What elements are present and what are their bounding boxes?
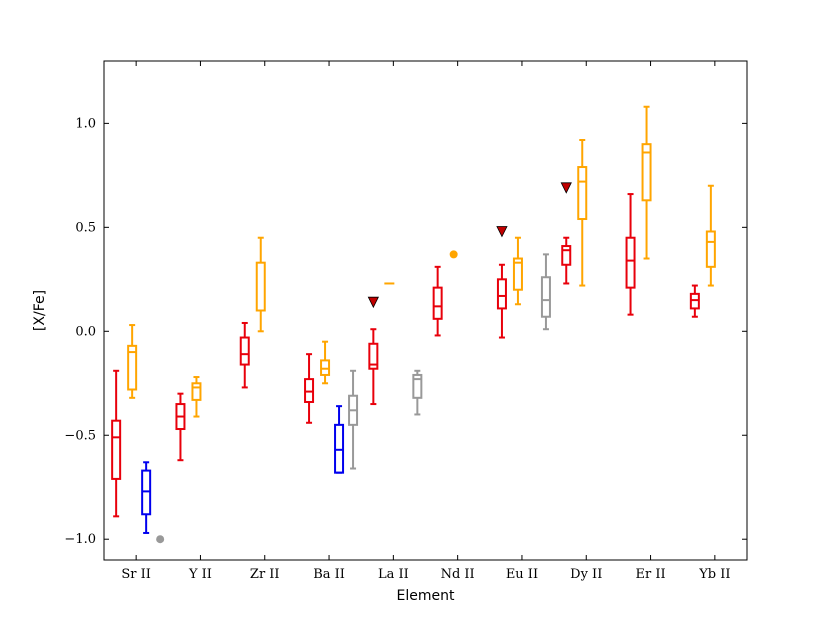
box-la-ii-s3 (412, 369, 423, 416)
box-iqr (334, 423, 345, 474)
box-iqr (496, 278, 507, 310)
x-tick-label: Y II (188, 567, 212, 582)
x-tick-label: Zr II (250, 567, 280, 582)
box-iqr (689, 292, 700, 310)
x-tick-label: Eu II (506, 567, 538, 582)
y-axis: −1.0 −0.5 0.0 0.5 1.0 (64, 116, 747, 547)
box-iqr (641, 143, 652, 202)
box-er-ii-s0 (625, 193, 636, 316)
box-dy-ii-s0 (561, 236, 572, 285)
y-tick-label: 1.0 (75, 116, 96, 131)
x-tick-label: Sr II (121, 567, 151, 582)
box-y-ii-s1 (191, 376, 202, 418)
box-sr-ii-s1 (127, 324, 138, 399)
box-iqr (141, 469, 152, 516)
box-dy-ii-s1 (577, 139, 588, 287)
box-iqr (191, 382, 202, 401)
box-eu-ii-s1 (512, 236, 523, 306)
box-iqr (412, 373, 423, 399)
y-axis-title: [X/Fe] (32, 290, 48, 331)
data-point (449, 250, 458, 259)
upper-limit-marker (560, 182, 572, 194)
box-ba-ii-s3 (348, 369, 359, 470)
box-sr-ii-s2 (141, 461, 152, 534)
x-tick-label: Nd II (441, 567, 475, 582)
y-tick-label: 0.0 (75, 324, 96, 339)
y-tick-label: −1.0 (64, 532, 96, 547)
box-iqr (111, 419, 122, 480)
box-eu-ii-s3 (540, 253, 551, 331)
x-tick-label: La II (378, 567, 409, 582)
box-zr-ii-s0 (239, 321, 250, 389)
box-iqr (432, 286, 443, 320)
y-tick-label: 0.5 (75, 220, 96, 235)
box-zr-ii-s1 (255, 236, 266, 333)
box-sr-ii-s0 (111, 369, 122, 518)
box-la-ii-s0 (368, 328, 379, 406)
box-iqr (512, 257, 523, 291)
box-iqr (255, 261, 266, 312)
box-iqr (577, 166, 588, 221)
box-iqr (625, 236, 636, 289)
box-iqr (705, 230, 716, 268)
box-yb-ii-s0 (689, 284, 700, 318)
x-tick-label: Ba II (313, 567, 345, 582)
box-iqr (239, 336, 250, 366)
box-yb-ii-s1 (705, 184, 716, 287)
box-iqr (368, 342, 379, 370)
box-iqr (540, 276, 551, 318)
box-ba-ii-s0 (304, 353, 315, 424)
x-axis: Sr II Y II Zr II Ba II La II Nd II Eu II Dy II E… (121, 61, 731, 582)
box-iqr (320, 359, 331, 376)
plot-marks (111, 105, 716, 544)
box-iqr (127, 344, 138, 391)
box-iqr (304, 378, 315, 403)
plot-frame (103, 60, 748, 561)
box-eu-ii-s0 (496, 263, 507, 339)
box-er-ii-s1 (641, 105, 652, 260)
upper-limit-marker (367, 296, 379, 309)
box-nd-ii-s0 (432, 265, 443, 337)
x-tick-label: Dy II (570, 567, 602, 582)
x-tick-label: Yb II (698, 567, 730, 582)
upper-limit-marker (496, 226, 508, 238)
y-tick-label: −0.5 (64, 428, 96, 443)
x-tick-label: Er II (635, 567, 665, 582)
x-axis-title: Element (397, 588, 455, 604)
data-point (156, 535, 165, 544)
box-y-ii-s0 (175, 392, 186, 462)
box-iqr (561, 245, 572, 266)
box-ba-ii-s2 (334, 405, 345, 474)
box-ba-ii-s1 (320, 340, 331, 385)
